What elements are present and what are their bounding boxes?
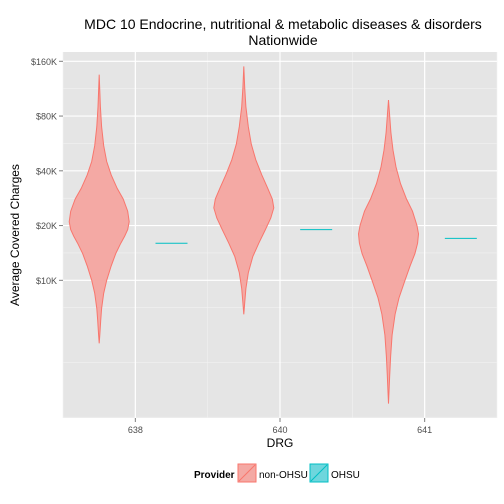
legend: Provider non-OHSU OHSU <box>194 464 360 482</box>
legend-label-ohsu: OHSU <box>331 470 360 481</box>
y-tick-label: $10K <box>36 276 57 286</box>
legend-title: Provider <box>194 470 235 481</box>
x-axis-label: DRG <box>267 436 294 450</box>
legend-label-non-ohsu: non-OHSU <box>259 470 308 481</box>
y-axis-label: Average Covered Charges <box>8 164 22 306</box>
chart-title: MDC 10 Endocrine, nutritional & metaboli… <box>84 16 482 32</box>
y-tick-label: $160K <box>31 57 57 67</box>
y-tick-label: $80K <box>36 112 57 122</box>
y-tick-label: $40K <box>36 166 57 176</box>
x-tick-label: 638 <box>128 425 143 435</box>
x-tick-label: 640 <box>272 425 287 435</box>
chart-subtitle: Nationwide <box>248 32 317 48</box>
x-axis: 638 640 641 <box>128 418 432 435</box>
x-tick-label: 641 <box>417 425 432 435</box>
y-tick-label: $20K <box>36 221 57 231</box>
y-axis: $10K $20K $40K $80K $160K <box>31 57 63 286</box>
